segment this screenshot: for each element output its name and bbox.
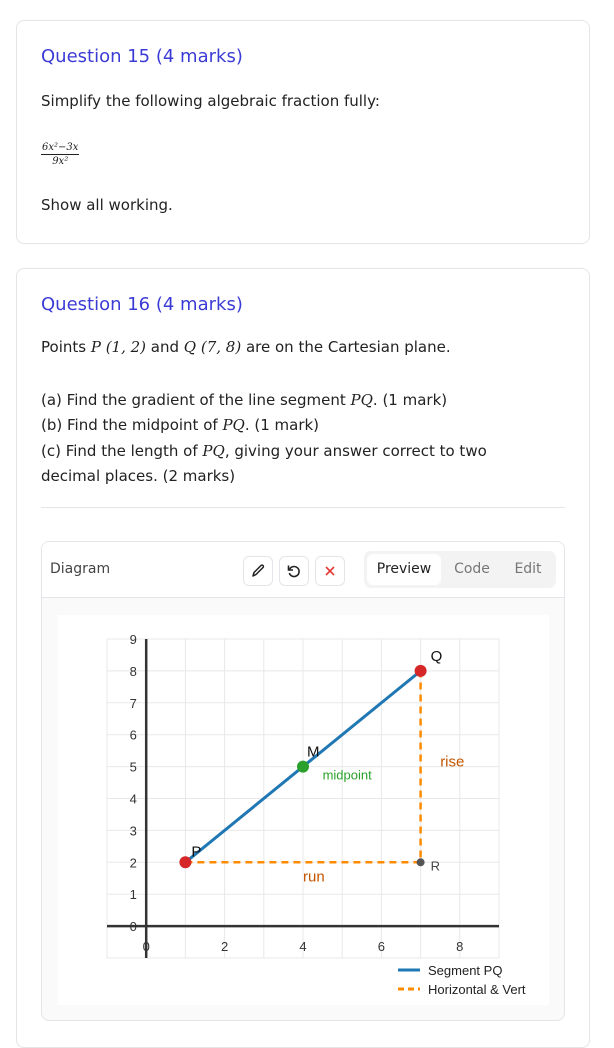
reset-button[interactable] xyxy=(279,556,309,586)
point-label: R xyxy=(431,858,440,873)
x-tick-label: 0 xyxy=(143,939,150,954)
point-marker xyxy=(297,760,309,773)
diagram-toolbar: Diagram Preview Code Edit xyxy=(42,542,564,598)
series-line xyxy=(185,670,422,864)
text: Points xyxy=(41,338,91,356)
y-tick-label: 3 xyxy=(130,823,137,838)
question-16-card: Question 16 (4 marks) Points P (1, 2) an… xyxy=(16,268,590,1048)
point-marker xyxy=(416,858,425,867)
text: . (1 mark) xyxy=(244,416,320,434)
point-label: Q xyxy=(431,648,443,665)
x-tick-label: 8 xyxy=(456,939,463,954)
tab-code[interactable]: Code xyxy=(454,561,490,577)
question-intro: Points P (1, 2) and Q (7, 8) are on the … xyxy=(41,338,451,356)
x-tick-label: 2 xyxy=(221,939,228,954)
point-marker xyxy=(179,856,192,869)
rotate-ccw-icon xyxy=(287,565,300,578)
diagram-panel: Diagram Preview Code Edit 0 1 2 3 4 5 6 7 8 9 0 2 4 6… xyxy=(41,541,565,1021)
text: . (1 mark) xyxy=(372,391,448,409)
y-tick-label: 0 xyxy=(130,919,137,934)
point-label: P xyxy=(191,843,201,860)
fraction: 6x²−3x 9x² xyxy=(41,142,80,167)
instruction: Show all working. xyxy=(41,196,173,214)
math: PQ xyxy=(222,416,245,434)
part-c-cont: decimal places. (2 marks) xyxy=(41,467,236,485)
denominator: 9x² xyxy=(52,156,69,167)
legend-label: Horizontal & Vert xyxy=(428,982,526,997)
y-tick-label: 5 xyxy=(130,760,137,775)
diagram-label: Diagram xyxy=(50,561,111,577)
view-tabs: Preview Code Edit xyxy=(364,551,556,588)
y-tick-label: 8 xyxy=(130,664,137,679)
x-tick-label: 6 xyxy=(378,939,385,954)
annotation: rise xyxy=(440,754,464,771)
pencil-icon xyxy=(252,564,265,577)
text: (b) Find the midpoint of xyxy=(41,416,223,434)
point-label: M xyxy=(307,744,320,761)
annotation: midpoint xyxy=(323,767,373,782)
y-tick-label: 6 xyxy=(130,728,137,743)
y-tick-label: 4 xyxy=(130,792,137,807)
point-marker xyxy=(414,664,427,677)
part-b: (b) Find the midpoint of PQ. (1 mark) xyxy=(41,416,319,434)
part-a: (a) Find the gradient of the line segmen… xyxy=(41,391,447,409)
y-tick-label: 1 xyxy=(130,887,137,902)
delete-button[interactable] xyxy=(315,556,345,586)
question-prompt: Simplify the following algebraic fractio… xyxy=(41,92,380,110)
x-icon xyxy=(325,566,335,576)
text: (a) Find the gradient of the line segmen… xyxy=(41,391,351,409)
point-q: Q (7, 8) xyxy=(183,338,242,356)
text: , giving your answer correct to two xyxy=(224,442,487,460)
x-tick-label: 4 xyxy=(299,939,306,954)
edit-button[interactable] xyxy=(243,556,273,586)
math: PQ xyxy=(202,442,225,460)
tab-preview[interactable]: Preview xyxy=(367,554,441,585)
text: (c) Find the length of xyxy=(41,442,203,460)
question-15-card: Question 15 (4 marks) Simplify the follo… xyxy=(16,20,590,244)
text: are on the Cartesian plane. xyxy=(241,338,451,356)
numerator: 6x²−3x xyxy=(41,142,80,155)
y-tick-label: 9 xyxy=(130,632,137,647)
tab-edit[interactable]: Edit xyxy=(514,561,542,577)
y-tick-label: 7 xyxy=(130,696,137,711)
y-tick-label: 2 xyxy=(130,855,137,870)
annotation: run xyxy=(303,868,325,885)
point-p: P (1, 2) xyxy=(90,338,147,356)
divider xyxy=(41,507,565,508)
question-title: Question 15 (4 marks) xyxy=(41,46,243,67)
math: PQ xyxy=(350,391,373,409)
part-c: (c) Find the length of PQ, giving your a… xyxy=(41,442,487,460)
question-title: Question 16 (4 marks) xyxy=(41,294,243,315)
text: and xyxy=(146,338,184,356)
legend-label: Segment PQ xyxy=(428,963,502,978)
